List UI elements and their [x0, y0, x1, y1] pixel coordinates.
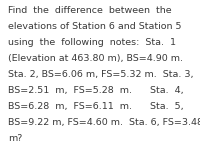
Text: using  the  following  notes:  Sta.  1: using the following notes: Sta. 1	[8, 38, 176, 47]
Text: BS=9.22 m, FS=4.60 m.  Sta. 6, FS=3.48: BS=9.22 m, FS=4.60 m. Sta. 6, FS=3.48	[8, 118, 200, 127]
Text: Find  the  difference  between  the: Find the difference between the	[8, 6, 172, 15]
Text: Sta. 2, BS=6.06 m, FS=5.32 m.  Sta. 3,: Sta. 2, BS=6.06 m, FS=5.32 m. Sta. 3,	[8, 70, 194, 79]
Text: elevations of Station 6 and Station 5: elevations of Station 6 and Station 5	[8, 22, 182, 31]
Text: BS=2.51  m,  FS=5.28  m.      Sta.  4,: BS=2.51 m, FS=5.28 m. Sta. 4,	[8, 86, 184, 95]
Text: BS=6.28  m,  FS=6.11  m.      Sta.  5,: BS=6.28 m, FS=6.11 m. Sta. 5,	[8, 102, 184, 111]
Text: (Elevation at 463.80 m), BS=4.90 m.: (Elevation at 463.80 m), BS=4.90 m.	[8, 54, 183, 63]
Text: m?: m?	[8, 134, 22, 143]
